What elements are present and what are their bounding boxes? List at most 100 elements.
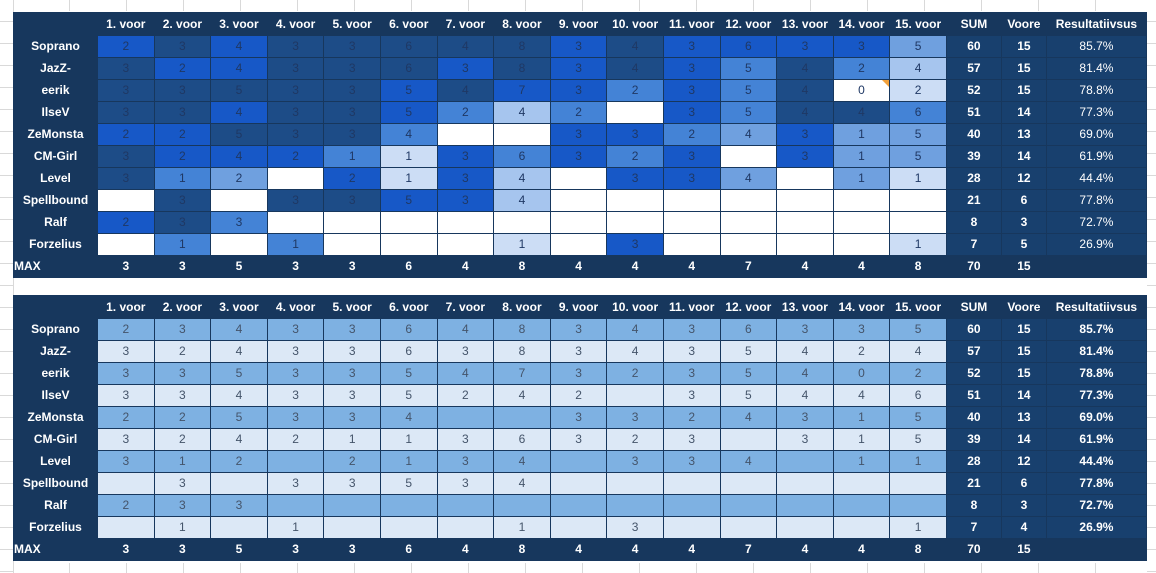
max-voore-cell[interactable]: 15 (1000, 255, 1047, 278)
value-cell[interactable] (549, 211, 608, 234)
sum-cell[interactable]: 51 (945, 101, 1002, 124)
sum-cell[interactable]: 21 (945, 472, 1002, 495)
sum-cell[interactable]: 7 (945, 516, 1002, 539)
value-cell[interactable] (210, 472, 268, 495)
max-value-cell[interactable]: 8 (889, 538, 947, 561)
value-cell[interactable]: 4 (493, 472, 551, 495)
value-cell[interactable] (606, 211, 664, 234)
value-cell[interactable]: 4 (210, 384, 268, 407)
column-header-voor[interactable]: 4. voor (266, 295, 325, 319)
value-cell[interactable] (776, 167, 834, 190)
value-cell[interactable] (662, 189, 721, 212)
value-cell[interactable]: 3 (549, 406, 608, 429)
value-cell[interactable]: 4 (719, 406, 778, 429)
value-cell[interactable]: 4 (832, 384, 891, 407)
value-cell[interactable] (889, 211, 947, 234)
value-cell[interactable]: 3 (436, 340, 495, 363)
max-value-cell[interactable]: 3 (266, 255, 325, 278)
value-cell[interactable] (662, 516, 721, 539)
max-row-label[interactable]: MAX (13, 255, 98, 278)
max-value-cell[interactable]: 7 (719, 255, 778, 278)
value-cell[interactable]: 1 (323, 145, 381, 168)
voore-cell[interactable]: 5 (1000, 233, 1047, 256)
value-cell[interactable]: 1 (266, 233, 325, 256)
value-cell[interactable]: 2 (832, 340, 891, 363)
column-header-voor[interactable]: 11. voor (662, 295, 721, 319)
value-cell[interactable]: 1 (379, 428, 438, 451)
row-label[interactable]: Level (13, 167, 98, 190)
value-cell[interactable]: 4 (493, 167, 551, 190)
value-cell[interactable] (832, 494, 891, 517)
value-cell[interactable]: 2 (210, 450, 268, 473)
column-header-voor[interactable]: 14. voor (832, 12, 891, 36)
result-cell[interactable]: 69.0% (1045, 123, 1147, 146)
value-cell[interactable]: 3 (323, 362, 381, 385)
sum-cell[interactable]: 60 (945, 318, 1002, 341)
value-cell[interactable] (776, 516, 834, 539)
voore-cell[interactable]: 12 (1000, 167, 1047, 190)
value-cell[interactable]: 3 (776, 35, 834, 58)
column-header-voor[interactable]: 2. voor (153, 295, 212, 319)
value-cell[interactable] (97, 189, 155, 212)
value-cell[interactable]: 4 (606, 340, 664, 363)
result-cell[interactable]: 77.3% (1045, 384, 1147, 407)
value-cell[interactable]: 5 (210, 406, 268, 429)
value-cell[interactable]: 3 (266, 406, 325, 429)
column-header-voore[interactable]: Voore (1000, 12, 1047, 36)
column-header-voor[interactable]: 12. voor (719, 12, 778, 36)
max-row-label[interactable]: MAX (13, 538, 98, 561)
value-cell[interactable]: 3 (323, 189, 381, 212)
value-cell[interactable] (662, 211, 721, 234)
value-cell[interactable] (719, 233, 778, 256)
value-cell[interactable] (776, 233, 834, 256)
value-cell[interactable]: 3 (662, 35, 721, 58)
row-label[interactable]: Spellbound (13, 472, 98, 495)
voore-cell[interactable]: 14 (1000, 101, 1047, 124)
value-cell[interactable]: 5 (719, 362, 778, 385)
value-cell[interactable]: 5 (719, 340, 778, 363)
value-cell[interactable]: 4 (379, 406, 438, 429)
value-cell[interactable]: 3 (97, 101, 155, 124)
value-cell[interactable]: 5 (889, 123, 947, 146)
value-cell[interactable]: 3 (97, 384, 155, 407)
row-label[interactable]: IlseV (13, 384, 98, 407)
value-cell[interactable] (266, 494, 325, 517)
value-cell[interactable] (889, 189, 947, 212)
value-cell[interactable]: 2 (889, 79, 947, 102)
result-cell[interactable]: 77.3% (1045, 101, 1147, 124)
column-header-sum[interactable]: SUM (945, 12, 1002, 36)
voore-cell[interactable]: 15 (1000, 35, 1047, 58)
value-cell[interactable]: 4 (719, 450, 778, 473)
column-header-sum[interactable]: SUM (945, 295, 1002, 319)
value-cell[interactable]: 4 (606, 35, 664, 58)
sum-cell[interactable]: 40 (945, 123, 1002, 146)
column-header-voor[interactable]: 6. voor (379, 12, 438, 36)
row-label[interactable]: eerik (13, 362, 98, 385)
value-cell[interactable]: 3 (776, 123, 834, 146)
value-cell[interactable] (606, 101, 664, 124)
column-header-voor[interactable]: 7. voor (436, 12, 495, 36)
column-header-voor[interactable]: 9. voor (549, 12, 608, 36)
value-cell[interactable]: 4 (776, 101, 834, 124)
row-label[interactable]: Forzelius (13, 516, 98, 539)
value-cell[interactable] (776, 494, 834, 517)
value-cell[interactable]: 4 (493, 189, 551, 212)
value-cell[interactable]: 8 (493, 35, 551, 58)
value-cell[interactable]: 3 (266, 340, 325, 363)
value-cell[interactable]: 3 (662, 340, 721, 363)
value-cell[interactable]: 3 (549, 57, 608, 80)
value-cell[interactable]: 1 (832, 167, 891, 190)
result-cell[interactable]: 61.9% (1045, 145, 1147, 168)
column-header-voore[interactable]: Voore (1000, 295, 1047, 319)
value-cell[interactable] (719, 211, 778, 234)
value-cell[interactable]: 3 (832, 35, 891, 58)
value-cell[interactable]: 6 (379, 57, 438, 80)
sum-cell[interactable]: 57 (945, 57, 1002, 80)
value-cell[interactable] (379, 233, 438, 256)
result-cell[interactable]: 61.9% (1045, 428, 1147, 451)
sum-cell[interactable]: 28 (945, 450, 1002, 473)
value-cell[interactable]: 2 (606, 428, 664, 451)
value-cell[interactable]: 3 (266, 318, 325, 341)
value-cell[interactable]: 5 (889, 318, 947, 341)
value-cell[interactable] (493, 123, 551, 146)
